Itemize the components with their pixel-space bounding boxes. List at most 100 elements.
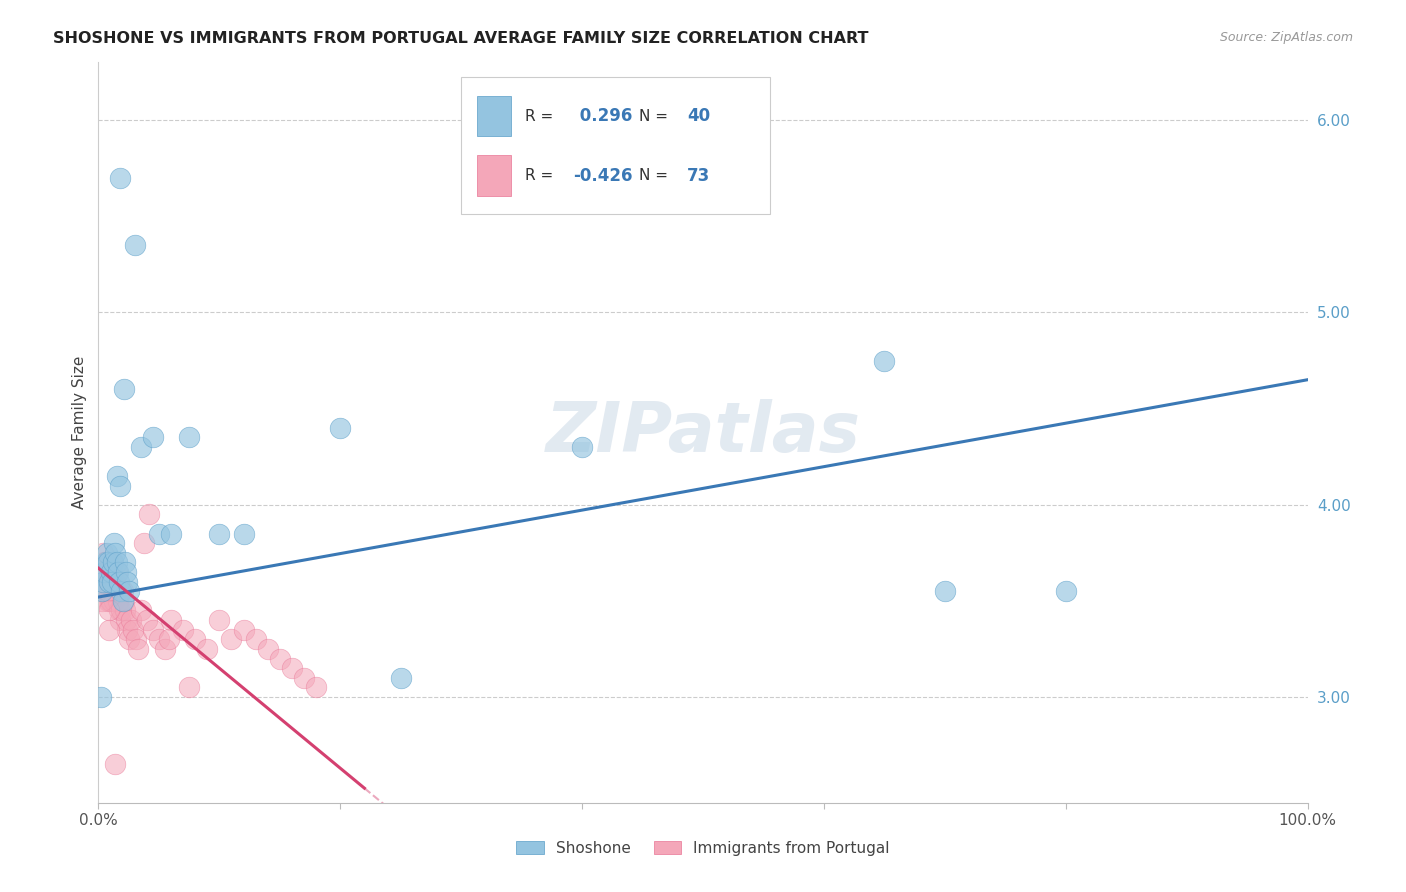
- Point: [118, 632, 141, 647]
- Point: [120, 613, 142, 627]
- Point: [138, 508, 160, 522]
- Point: [208, 613, 231, 627]
- Point: [142, 623, 165, 637]
- Point: [117, 623, 139, 637]
- Text: SHOSHONE VS IMMIGRANTS FROM PORTUGAL AVERAGE FAMILY SIZE CORRELATION CHART: SHOSHONE VS IMMIGRANTS FROM PORTUGAL AVE…: [53, 31, 869, 46]
- Point: [100, 594, 122, 608]
- FancyBboxPatch shape: [461, 78, 769, 214]
- Text: 73: 73: [688, 167, 710, 185]
- Point: [135, 613, 157, 627]
- Point: [134, 536, 156, 550]
- Point: [98, 623, 121, 637]
- Point: [245, 632, 267, 647]
- Point: [269, 651, 291, 665]
- Point: [122, 623, 145, 637]
- Point: [91, 574, 114, 589]
- Point: [125, 632, 148, 647]
- Point: [124, 238, 146, 252]
- Point: [281, 661, 304, 675]
- Point: [90, 565, 112, 579]
- Point: [93, 565, 115, 579]
- Point: [100, 556, 122, 570]
- Point: [91, 546, 114, 560]
- Point: [179, 681, 201, 695]
- Point: [91, 565, 114, 579]
- Point: [89, 574, 111, 589]
- Point: [114, 603, 136, 617]
- Point: [105, 556, 128, 570]
- Point: [93, 565, 115, 579]
- Point: [148, 632, 170, 647]
- Point: [97, 574, 120, 589]
- Point: [94, 565, 117, 579]
- Text: Source: ZipAtlas.com: Source: ZipAtlas.com: [1219, 31, 1353, 45]
- Point: [153, 642, 176, 657]
- Text: 40: 40: [688, 108, 710, 126]
- Point: [93, 574, 115, 589]
- Point: [100, 565, 122, 579]
- Point: [97, 594, 120, 608]
- Point: [103, 584, 125, 599]
- Text: R =: R =: [526, 109, 558, 124]
- Point: [96, 546, 118, 560]
- Point: [90, 565, 112, 579]
- Point: [129, 440, 152, 454]
- Point: [101, 565, 124, 579]
- Point: [97, 556, 120, 570]
- Legend: Shoshone, Immigrants from Portugal: Shoshone, Immigrants from Portugal: [510, 835, 896, 862]
- Point: [1054, 584, 1077, 599]
- Point: [110, 584, 132, 599]
- Point: [94, 556, 117, 570]
- Point: [98, 574, 121, 589]
- Point: [96, 565, 118, 579]
- Point: [108, 170, 131, 185]
- Point: [91, 584, 114, 599]
- Point: [127, 642, 149, 657]
- Point: [115, 613, 138, 627]
- Point: [108, 574, 131, 589]
- Point: [184, 632, 207, 647]
- Y-axis label: Average Family Size: Average Family Size: [72, 356, 87, 509]
- Point: [97, 603, 120, 617]
- Text: R =: R =: [526, 169, 558, 183]
- Point: [148, 526, 170, 541]
- Point: [104, 546, 127, 560]
- Point: [114, 556, 136, 570]
- Point: [221, 632, 243, 647]
- Point: [208, 526, 231, 541]
- Point: [160, 526, 183, 541]
- FancyBboxPatch shape: [477, 95, 510, 136]
- Point: [110, 603, 132, 617]
- Point: [571, 440, 593, 454]
- Point: [157, 632, 180, 647]
- Point: [96, 556, 118, 570]
- Point: [934, 584, 956, 599]
- Point: [104, 757, 127, 772]
- Point: [107, 565, 129, 579]
- Point: [96, 574, 118, 589]
- Point: [103, 536, 125, 550]
- Point: [195, 642, 218, 657]
- Point: [111, 594, 134, 608]
- Point: [96, 584, 118, 599]
- Point: [232, 623, 254, 637]
- Text: ZIPatlas: ZIPatlas: [546, 399, 860, 467]
- Point: [292, 671, 315, 685]
- Point: [329, 421, 352, 435]
- Point: [105, 469, 128, 483]
- Point: [90, 574, 112, 589]
- Point: [89, 584, 111, 599]
- Point: [91, 574, 114, 589]
- Point: [93, 556, 115, 570]
- Point: [112, 382, 135, 396]
- Point: [100, 584, 122, 599]
- Point: [232, 526, 254, 541]
- Point: [103, 594, 125, 608]
- Point: [117, 574, 139, 589]
- Text: 0.296: 0.296: [574, 108, 631, 126]
- Point: [172, 623, 194, 637]
- Point: [97, 584, 120, 599]
- Point: [108, 613, 131, 627]
- Point: [101, 574, 124, 589]
- Point: [179, 430, 201, 444]
